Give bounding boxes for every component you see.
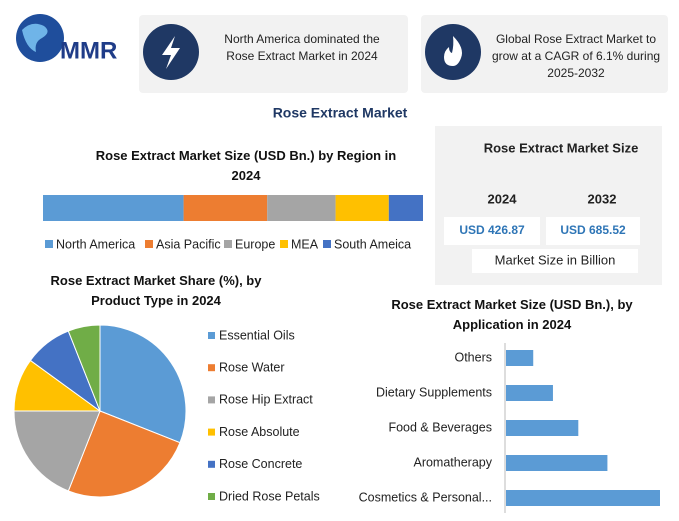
legend-marker bbox=[208, 332, 215, 339]
size-value: USD 685.52 bbox=[560, 223, 626, 237]
bar-segment bbox=[267, 195, 336, 221]
card-bg bbox=[139, 15, 408, 93]
value-box bbox=[444, 217, 540, 245]
legend-label: Essential Oils bbox=[219, 328, 295, 342]
category-label: Food & Beverages bbox=[388, 420, 492, 434]
legend-label: Rose Absolute bbox=[219, 425, 300, 439]
legend-label: MEA bbox=[291, 237, 319, 251]
chart-title: Rose Extract Market Size (USD Bn.) by Re… bbox=[96, 148, 397, 183]
chart-title: Rose Extract Market Size (USD Bn.), by Ap… bbox=[391, 297, 633, 332]
legend-marker bbox=[208, 428, 215, 436]
note-box bbox=[472, 249, 638, 273]
bar-segment bbox=[388, 195, 423, 221]
legend-marker bbox=[208, 396, 215, 404]
legend-marker bbox=[45, 240, 53, 248]
card-text: North America dominated the Rose Extract… bbox=[224, 32, 380, 63]
chart-title: Rose Extract Market Share (%), by Product… bbox=[51, 273, 263, 308]
bar bbox=[506, 455, 608, 471]
legend-label: Rose Water bbox=[219, 360, 285, 374]
legend-marker bbox=[323, 240, 331, 248]
legend-marker bbox=[145, 240, 153, 248]
category-label: Cosmetics & Personal... bbox=[359, 490, 492, 504]
category-label: Dietary Supplements bbox=[376, 385, 492, 399]
flame-icon bbox=[444, 36, 462, 66]
category-label: Aromatherapy bbox=[413, 455, 492, 469]
bolt-icon bbox=[162, 36, 180, 69]
legend-marker bbox=[224, 240, 232, 248]
bar-segment bbox=[183, 195, 268, 221]
pie-slice bbox=[13, 410, 101, 492]
legend-marker bbox=[208, 460, 215, 468]
logo-land bbox=[22, 23, 48, 52]
legend-label: Rose Concrete bbox=[219, 457, 302, 471]
bar bbox=[506, 420, 579, 436]
legend-label: South Ameica bbox=[334, 237, 411, 251]
legend-label: Asia Pacific bbox=[156, 237, 221, 251]
logo-text: MMR bbox=[60, 37, 117, 64]
bar bbox=[506, 490, 660, 506]
size-value: USD 426.87 bbox=[459, 223, 525, 237]
pie-slice bbox=[67, 324, 101, 412]
legend-label: Rose Hip Extract bbox=[219, 393, 313, 407]
card-text: Global Rose Extract Market to grow at a … bbox=[491, 32, 661, 80]
legend-label: North America bbox=[56, 237, 135, 251]
legend-label: Dried Rose Petals bbox=[219, 489, 320, 503]
value-box bbox=[546, 217, 640, 245]
legend-marker bbox=[208, 364, 215, 372]
category-label: Others bbox=[454, 350, 492, 364]
year: 2032 bbox=[588, 191, 617, 206]
bar-segment bbox=[335, 195, 389, 221]
bar bbox=[506, 385, 553, 401]
legend-label: Europe bbox=[235, 237, 275, 251]
legend-marker bbox=[208, 493, 215, 500]
pie-slice bbox=[99, 324, 187, 444]
year: 2024 bbox=[488, 191, 518, 206]
bar-segment bbox=[43, 195, 184, 221]
pie-slice bbox=[67, 410, 181, 498]
size-note: Market Size in Billion bbox=[495, 252, 616, 267]
card-bg bbox=[421, 15, 668, 93]
size-title: Rose Extract Market Size bbox=[484, 140, 639, 155]
legend-marker bbox=[280, 240, 288, 248]
bar bbox=[506, 350, 534, 366]
main-title: Rose Extract Market bbox=[273, 105, 408, 121]
